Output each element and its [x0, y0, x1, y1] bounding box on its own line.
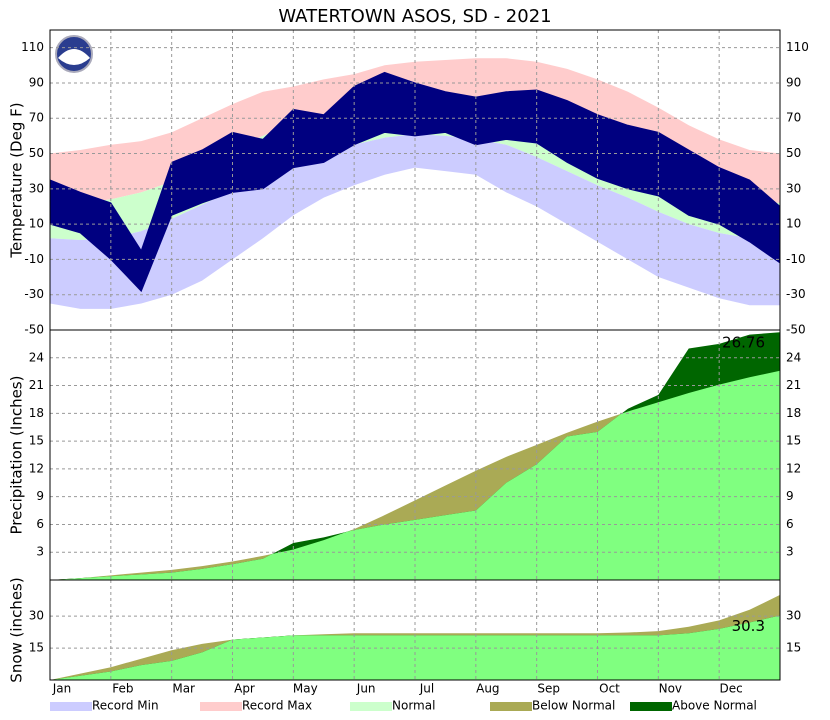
legend-label: Above Normal [672, 699, 757, 713]
y-tick-label: 6 [36, 517, 44, 531]
y-tick-label: 30 [29, 609, 44, 623]
y-tick-label-right: -10 [786, 252, 806, 266]
y-tick-label-right: 21 [786, 378, 801, 392]
legend-swatch [350, 702, 392, 711]
y-tick-label: 18 [29, 406, 44, 420]
y-tick-label-right: -30 [786, 287, 806, 301]
legend-label: Normal [392, 699, 435, 713]
y-tick-label: -10 [24, 252, 44, 266]
legend-label: Record Max [242, 699, 312, 713]
x-tick-label: Apr [234, 682, 255, 696]
legend-label: Record Min [92, 699, 159, 713]
y-tick-label-right: 12 [786, 461, 801, 475]
x-tick-label: Jan [52, 682, 72, 696]
y-tick-label-right: 24 [786, 350, 801, 364]
legend-label: Below Normal [532, 699, 615, 713]
chart-title: WATERTOWN ASOS, SD - 2021 [278, 6, 551, 27]
y-tick-label-right: 10 [786, 217, 801, 231]
y-tick-label-right: 18 [786, 406, 801, 420]
legend-swatch [490, 702, 532, 711]
legend-swatch [200, 702, 242, 711]
y-tick-label: 10 [29, 217, 44, 231]
y-tick-label-right: -50 [786, 323, 806, 337]
x-tick-label: Feb [112, 682, 133, 696]
y-axis-label: Snow (inches) [8, 577, 26, 682]
y-tick-label-right: 3 [786, 545, 794, 559]
x-tick-label: Jul [419, 682, 434, 696]
temperature-band [50, 134, 780, 309]
y-tick-label: 9 [36, 489, 44, 503]
y-tick-label: 30 [29, 181, 44, 195]
y-tick-label: 50 [29, 146, 44, 160]
y-tick-label: -30 [24, 287, 44, 301]
y-tick-label: -50 [24, 323, 44, 337]
x-tick-label: Aug [476, 682, 499, 696]
y-tick-label: 110 [21, 40, 44, 54]
legend-swatch [50, 702, 92, 711]
x-tick-label: May [293, 682, 318, 696]
x-tick-label: Nov [659, 682, 682, 696]
y-axis-label: Temperature (Deg F) [8, 102, 26, 258]
y-tick-label-right: 6 [786, 517, 794, 531]
y-tick-label: 90 [29, 75, 44, 89]
logo-bird [58, 49, 90, 65]
annotation: 30.3 [732, 617, 765, 635]
y-tick-label: 24 [29, 350, 44, 364]
y-tick-label-right: 50 [786, 146, 801, 160]
y-tick-label: 70 [29, 111, 44, 125]
y-tick-label: 12 [29, 461, 44, 475]
y-tick-label-right: 15 [786, 434, 801, 448]
y-tick-label: 15 [29, 434, 44, 448]
y-tick-label-right: 70 [786, 111, 801, 125]
x-tick-label: Sep [537, 682, 560, 696]
panel-frame [49, 579, 781, 681]
temperature-band [50, 58, 780, 203]
noaa-logo [55, 35, 93, 73]
x-tick-label: Dec [720, 682, 743, 696]
y-tick-label-right: 9 [786, 489, 794, 503]
y-tick-label-right: 30 [786, 609, 801, 623]
panel: -50 -50 -30 -30 -10 -10 10 10 30 30 50 50 70 70 90 90 11… [8, 29, 809, 337]
annotation: 26.76 [722, 334, 765, 352]
y-tick-label: 3 [36, 545, 44, 559]
y-tick-label-right: 110 [786, 40, 809, 54]
x-tick-label: Oct [599, 682, 620, 696]
x-tick-label: Jun [356, 682, 376, 696]
y-tick-label-right: 15 [786, 641, 801, 655]
y-tick-label: 15 [29, 641, 44, 655]
y-tick-label-right: 90 [786, 75, 801, 89]
y-tick-label-right: 30 [786, 181, 801, 195]
x-tick-label: Mar [172, 682, 195, 696]
y-tick-label: 21 [29, 378, 44, 392]
legend-swatch [630, 702, 672, 711]
y-axis-label: Precipitation (Inches) [8, 376, 26, 535]
